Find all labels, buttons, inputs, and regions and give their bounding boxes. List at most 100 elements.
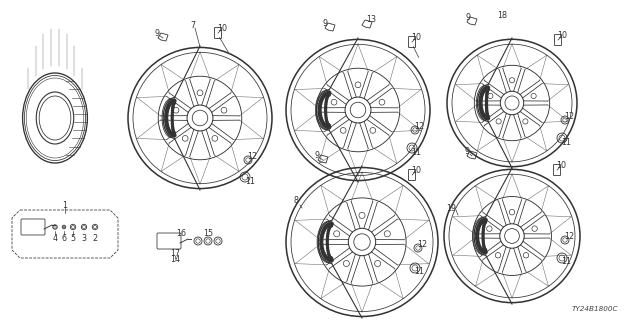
Circle shape [324,110,326,112]
Circle shape [483,222,486,224]
Circle shape [479,105,482,108]
Circle shape [328,124,330,126]
Circle shape [326,237,328,239]
Circle shape [172,128,174,130]
Circle shape [173,99,176,102]
Circle shape [172,133,175,136]
Circle shape [324,256,327,259]
Text: 4: 4 [52,234,58,243]
Circle shape [482,240,484,242]
Circle shape [331,257,333,259]
Circle shape [477,225,481,228]
Circle shape [486,91,488,93]
Circle shape [329,256,331,258]
Circle shape [486,99,488,101]
Circle shape [170,100,173,103]
Circle shape [486,115,488,116]
Circle shape [321,231,324,234]
Circle shape [173,102,175,104]
Circle shape [173,102,175,105]
Circle shape [482,230,484,232]
Circle shape [481,219,484,222]
Circle shape [320,244,323,248]
Circle shape [482,238,484,240]
Circle shape [479,107,483,110]
Text: 9: 9 [465,147,470,156]
Circle shape [326,125,329,128]
Circle shape [479,98,482,101]
Circle shape [483,245,485,247]
Circle shape [172,103,175,105]
Text: 12: 12 [417,239,427,249]
Text: 3: 3 [81,234,86,243]
Circle shape [322,229,325,232]
Circle shape [318,107,321,110]
Circle shape [484,116,487,119]
Circle shape [481,90,484,93]
Circle shape [326,122,328,124]
Text: 12: 12 [564,231,574,241]
Circle shape [326,120,328,122]
Text: 9: 9 [465,12,470,21]
Text: 12: 12 [247,151,257,161]
Text: 10: 10 [411,165,421,174]
Circle shape [322,252,325,255]
Circle shape [326,257,328,260]
Circle shape [318,110,321,113]
Text: 17: 17 [170,249,180,258]
Circle shape [172,109,173,111]
Circle shape [486,105,488,107]
Circle shape [330,225,332,227]
Circle shape [486,103,488,105]
Circle shape [165,123,168,126]
Circle shape [325,115,327,116]
Circle shape [327,124,329,125]
Circle shape [486,97,488,99]
Circle shape [323,123,325,126]
Circle shape [330,222,333,225]
Text: 14: 14 [170,255,180,265]
Circle shape [172,104,174,107]
Circle shape [480,109,483,112]
Circle shape [165,110,168,113]
Circle shape [476,236,479,239]
Circle shape [484,249,486,251]
Circle shape [172,120,173,122]
Circle shape [172,111,173,114]
Circle shape [487,115,489,117]
Circle shape [164,115,168,118]
Circle shape [483,244,484,246]
Text: 5: 5 [70,234,76,243]
Circle shape [325,101,327,103]
Circle shape [325,116,327,119]
Circle shape [484,87,487,90]
Circle shape [320,119,323,122]
Circle shape [476,228,479,232]
Circle shape [324,93,326,96]
Circle shape [328,222,332,225]
Circle shape [167,129,170,132]
Circle shape [326,240,328,242]
Circle shape [482,232,484,234]
Circle shape [478,223,481,226]
Circle shape [326,96,328,99]
Circle shape [484,221,486,224]
Circle shape [326,224,328,227]
Circle shape [328,253,330,255]
Circle shape [319,117,323,120]
Circle shape [327,258,330,261]
Circle shape [483,226,484,228]
Circle shape [484,221,486,223]
Circle shape [325,92,328,95]
Circle shape [323,254,326,257]
Circle shape [164,118,168,121]
Circle shape [172,100,175,102]
Circle shape [318,112,321,115]
Circle shape [323,94,325,97]
Circle shape [166,106,170,109]
Circle shape [326,247,328,249]
Circle shape [483,219,486,222]
Circle shape [170,101,172,104]
Circle shape [319,102,322,105]
Text: 8: 8 [294,196,298,204]
